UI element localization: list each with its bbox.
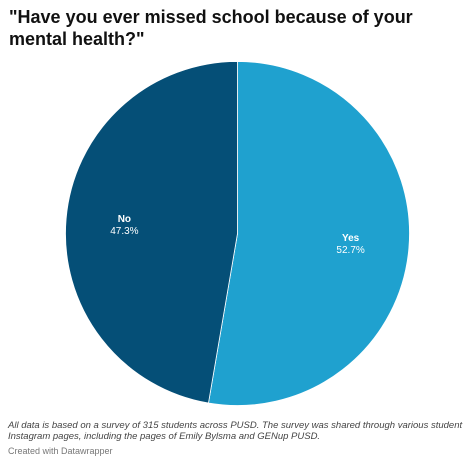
slice-value-no: 47.3% [110,226,138,237]
chart-title: "Have you ever missed school because of … [9,7,413,49]
slice-label-yes: Yes [342,233,360,244]
slice-value-yes: 52.7% [336,245,364,256]
pie-slice-yes [207,61,410,406]
slice-label-no: No [118,214,131,225]
pie-slice-no [65,61,238,404]
chart-credit: Created with Datawrapper [8,446,113,456]
chart-notes: All data is based on a survey of 315 stu… [8,420,463,442]
